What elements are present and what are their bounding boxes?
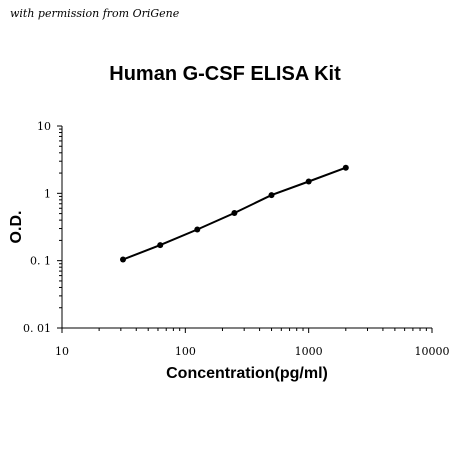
y-tick-label: 0. 01 xyxy=(23,322,51,335)
y-tick-label: 1 xyxy=(44,187,51,200)
x-axis-title: Concentration(pg/ml) xyxy=(166,365,328,382)
chart-title: Human G-CSF ELISA Kit xyxy=(109,63,341,85)
x-tick-label: 100 xyxy=(175,345,196,358)
y-tick-label: 10 xyxy=(37,120,51,133)
x-tick-label: 10 xyxy=(55,345,69,358)
x-tick-label: 10000 xyxy=(415,345,450,358)
y-axis-title: O.D. xyxy=(8,211,25,244)
y-tick-label: 0. 1 xyxy=(30,255,51,268)
data-point xyxy=(157,242,164,249)
data-point xyxy=(305,178,312,185)
data-marks xyxy=(120,164,349,263)
data-point xyxy=(268,192,275,199)
data-point xyxy=(194,226,201,233)
axes: 10 100 1000 10000 0. 01 0. 1 1 10 xyxy=(23,120,450,358)
data-point xyxy=(120,256,126,263)
x-tick-label: 1000 xyxy=(295,345,323,358)
data-point xyxy=(231,210,238,216)
permission-credit: with permission from OriGene xyxy=(10,7,180,20)
data-point xyxy=(342,164,349,171)
